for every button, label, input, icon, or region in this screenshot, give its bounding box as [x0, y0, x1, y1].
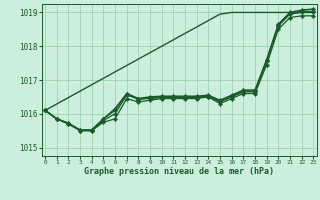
X-axis label: Graphe pression niveau de la mer (hPa): Graphe pression niveau de la mer (hPa): [84, 167, 274, 176]
